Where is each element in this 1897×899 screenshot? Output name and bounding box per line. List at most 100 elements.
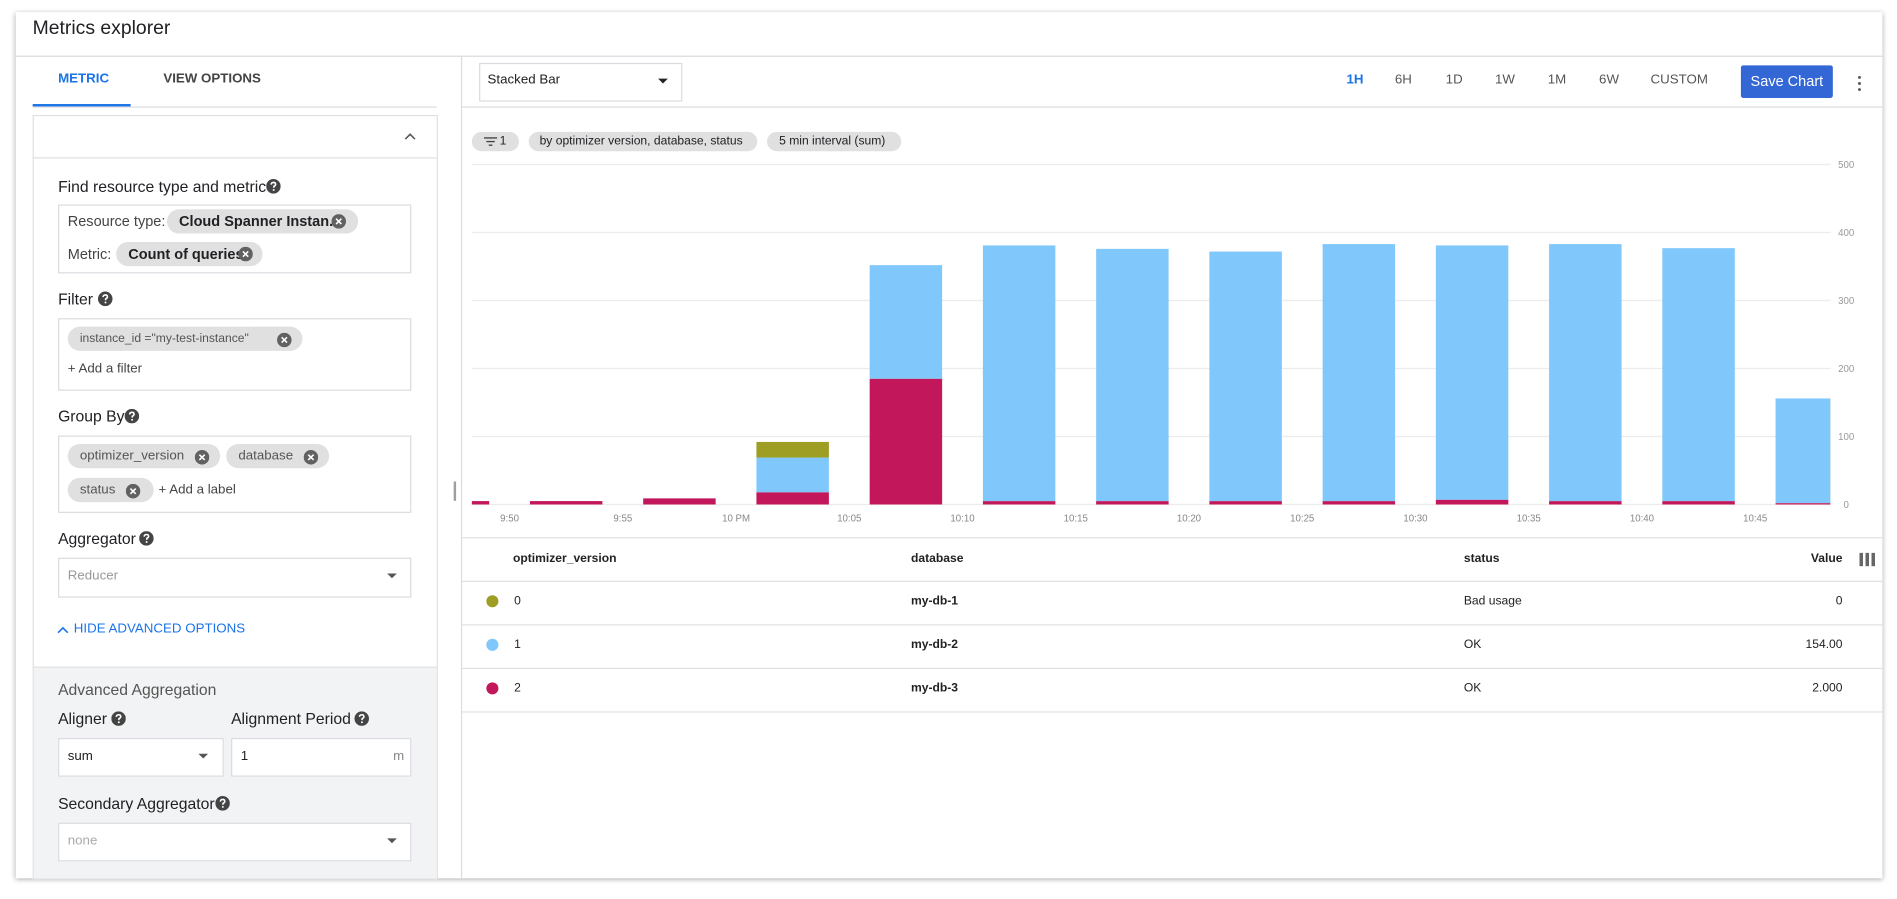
dropdown[interactable] <box>58 737 224 777</box>
remove-icon[interactable] <box>238 246 253 262</box>
chip-text: by optimizer version, database, status <box>539 134 743 149</box>
bar-segment <box>1662 248 1735 502</box>
bar-segment <box>529 501 603 505</box>
remove-icon[interactable] <box>277 332 292 348</box>
link[interactable]: HIDE ADVANCED OPTIONS <box>73 621 246 637</box>
x-tick-label: 10:25 <box>1290 513 1314 524</box>
unit: m <box>393 748 405 764</box>
column-header: status <box>1463 552 1500 566</box>
columns-icon[interactable] <box>1859 552 1876 567</box>
chip-text: Cloud Spanner Instan... <box>179 212 342 230</box>
table-cell: my-db-3 <box>910 681 959 696</box>
divider <box>462 537 1883 539</box>
chip-text: 5 min interval (sum) <box>779 134 886 149</box>
divider <box>462 624 1883 626</box>
table-cell: Bad usage <box>1463 594 1522 608</box>
bar-segment <box>643 498 716 505</box>
chip[interactable] <box>471 131 520 152</box>
tab[interactable]: METRIC <box>58 71 110 86</box>
chip-text: 1 <box>499 134 507 149</box>
chart-type: Stacked Bar <box>487 72 561 88</box>
dropdown[interactable] <box>479 62 683 102</box>
divider <box>462 580 1883 582</box>
bar-segment <box>1096 501 1169 505</box>
range-button[interactable]: 1D <box>1445 72 1463 88</box>
range-button[interactable]: 1H <box>1346 72 1364 88</box>
table-cell: 2.000 <box>1812 681 1843 696</box>
x-tick-label: 10:45 <box>1743 513 1767 524</box>
chip <box>116 241 263 267</box>
plot <box>471 244 1831 505</box>
link[interactable]: + Add a filter <box>67 361 143 377</box>
divider <box>32 106 437 108</box>
remove-icon[interactable] <box>125 483 141 499</box>
divider <box>462 106 1883 108</box>
bar-segment <box>982 245 1056 502</box>
range-button[interactable]: CUSTOM <box>1650 72 1708 88</box>
table-cell: 0 <box>1835 594 1843 608</box>
x-tick-label: 9:55 <box>613 513 632 524</box>
dropdown[interactable] <box>58 822 412 862</box>
bar-segment <box>756 492 829 505</box>
bar-segment <box>1775 503 1831 505</box>
label: Aggregator <box>58 529 136 548</box>
chip[interactable] <box>528 131 758 152</box>
help-icon[interactable] <box>354 711 369 726</box>
x-tick-label: 10:30 <box>1403 513 1427 524</box>
save-button[interactable] <box>1740 65 1833 98</box>
table-cell: 1 <box>514 638 521 652</box>
dropdown-arrow <box>198 753 209 759</box>
collapse-icon <box>57 626 69 634</box>
x-tick-label: 10:10 <box>950 513 974 524</box>
range-button[interactable]: 1W <box>1495 72 1515 88</box>
help-icon[interactable] <box>124 408 140 424</box>
x-tick-label: 10:35 <box>1517 513 1541 524</box>
chip-text: database <box>238 448 294 464</box>
link[interactable]: + Add a label <box>158 482 236 498</box>
bar-segment <box>1435 245 1509 500</box>
dropdown[interactable] <box>58 557 412 598</box>
collapse-icon[interactable] <box>404 132 416 142</box>
table-cell: 154.00 <box>1805 638 1843 652</box>
chip[interactable] <box>767 131 902 152</box>
chip <box>67 326 303 351</box>
range-button[interactable]: 6H <box>1394 72 1412 88</box>
more-menu[interactable] <box>1857 75 1862 92</box>
label: Alignment Period <box>231 709 351 728</box>
help-icon[interactable] <box>139 531 154 546</box>
save-button-text[interactable]: Save Chart <box>1750 72 1824 90</box>
help-icon[interactable] <box>266 179 281 194</box>
range-button[interactable]: 1M <box>1547 72 1567 88</box>
remove-icon[interactable] <box>303 450 319 465</box>
table-cell: 0 <box>514 594 521 608</box>
range-button[interactable]: 6W <box>1599 72 1620 88</box>
input-box[interactable] <box>231 737 412 777</box>
input-value: 1 <box>240 748 249 764</box>
help-icon[interactable] <box>97 291 113 307</box>
help-icon[interactable] <box>111 711 126 726</box>
remove-icon[interactable] <box>331 214 347 229</box>
remove-icon[interactable] <box>194 450 210 465</box>
legend-dot <box>486 595 499 608</box>
table-cell: my-db-2 <box>910 638 959 652</box>
y-tick-label: 200 <box>1838 364 1854 375</box>
chip-text: status <box>79 482 116 498</box>
chip <box>67 443 221 469</box>
bar-segment <box>756 457 829 493</box>
label: Group By <box>58 407 125 426</box>
divider <box>15 55 1883 57</box>
bar-segment <box>1662 501 1735 505</box>
x-tick-label: 10 PM <box>722 513 750 524</box>
dropdown-value: Reducer <box>67 568 119 584</box>
column-header: optimizer_version <box>512 552 617 566</box>
bar-segment <box>756 441 829 458</box>
y-tick-label: 300 <box>1838 296 1854 307</box>
chip-text: Count of queries <box>128 245 244 263</box>
help-icon[interactable] <box>215 796 230 811</box>
x-tick-label: 10:05 <box>837 513 861 524</box>
tab[interactable]: VIEW OPTIONS <box>163 71 261 86</box>
legend-dot <box>486 638 499 651</box>
table-cell: 2 <box>514 681 521 696</box>
resize-handle[interactable] <box>453 481 457 501</box>
